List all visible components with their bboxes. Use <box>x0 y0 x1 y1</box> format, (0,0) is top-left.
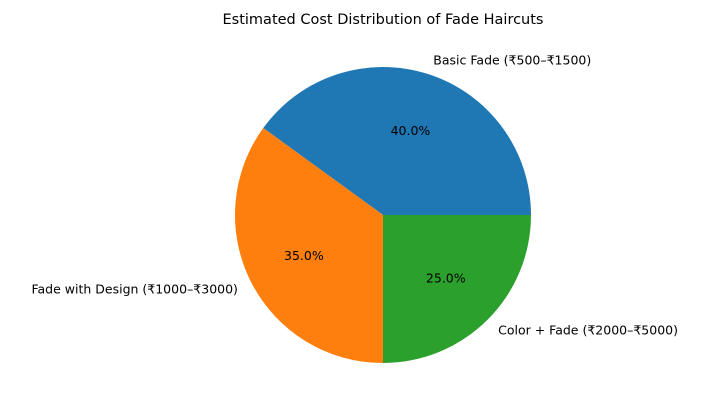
pie-slice-1 <box>263 66 531 215</box>
category-labels: Basic Fade (₹500–₹1500) Fade with Design … <box>31 53 678 338</box>
pie-slice-2 <box>234 128 383 363</box>
pie-slice-3 <box>383 215 531 363</box>
percent-label-3: 25.0% <box>426 270 466 285</box>
percent-label-2: 35.0% <box>284 248 324 263</box>
category-label-1: Basic Fade (₹500–₹1500) <box>433 53 591 68</box>
percent-labels: 40.0% 35.0% 25.0% <box>284 123 466 285</box>
category-label-3: Color + Fade (₹2000–₹5000) <box>498 323 678 338</box>
category-label-2: Fade with Design (₹1000–₹3000) <box>31 281 237 296</box>
pie-slices <box>234 66 531 363</box>
percent-label-1: 40.0% <box>391 123 431 138</box>
chart-title: Estimated Cost Distribution of Fade Hair… <box>223 12 544 28</box>
